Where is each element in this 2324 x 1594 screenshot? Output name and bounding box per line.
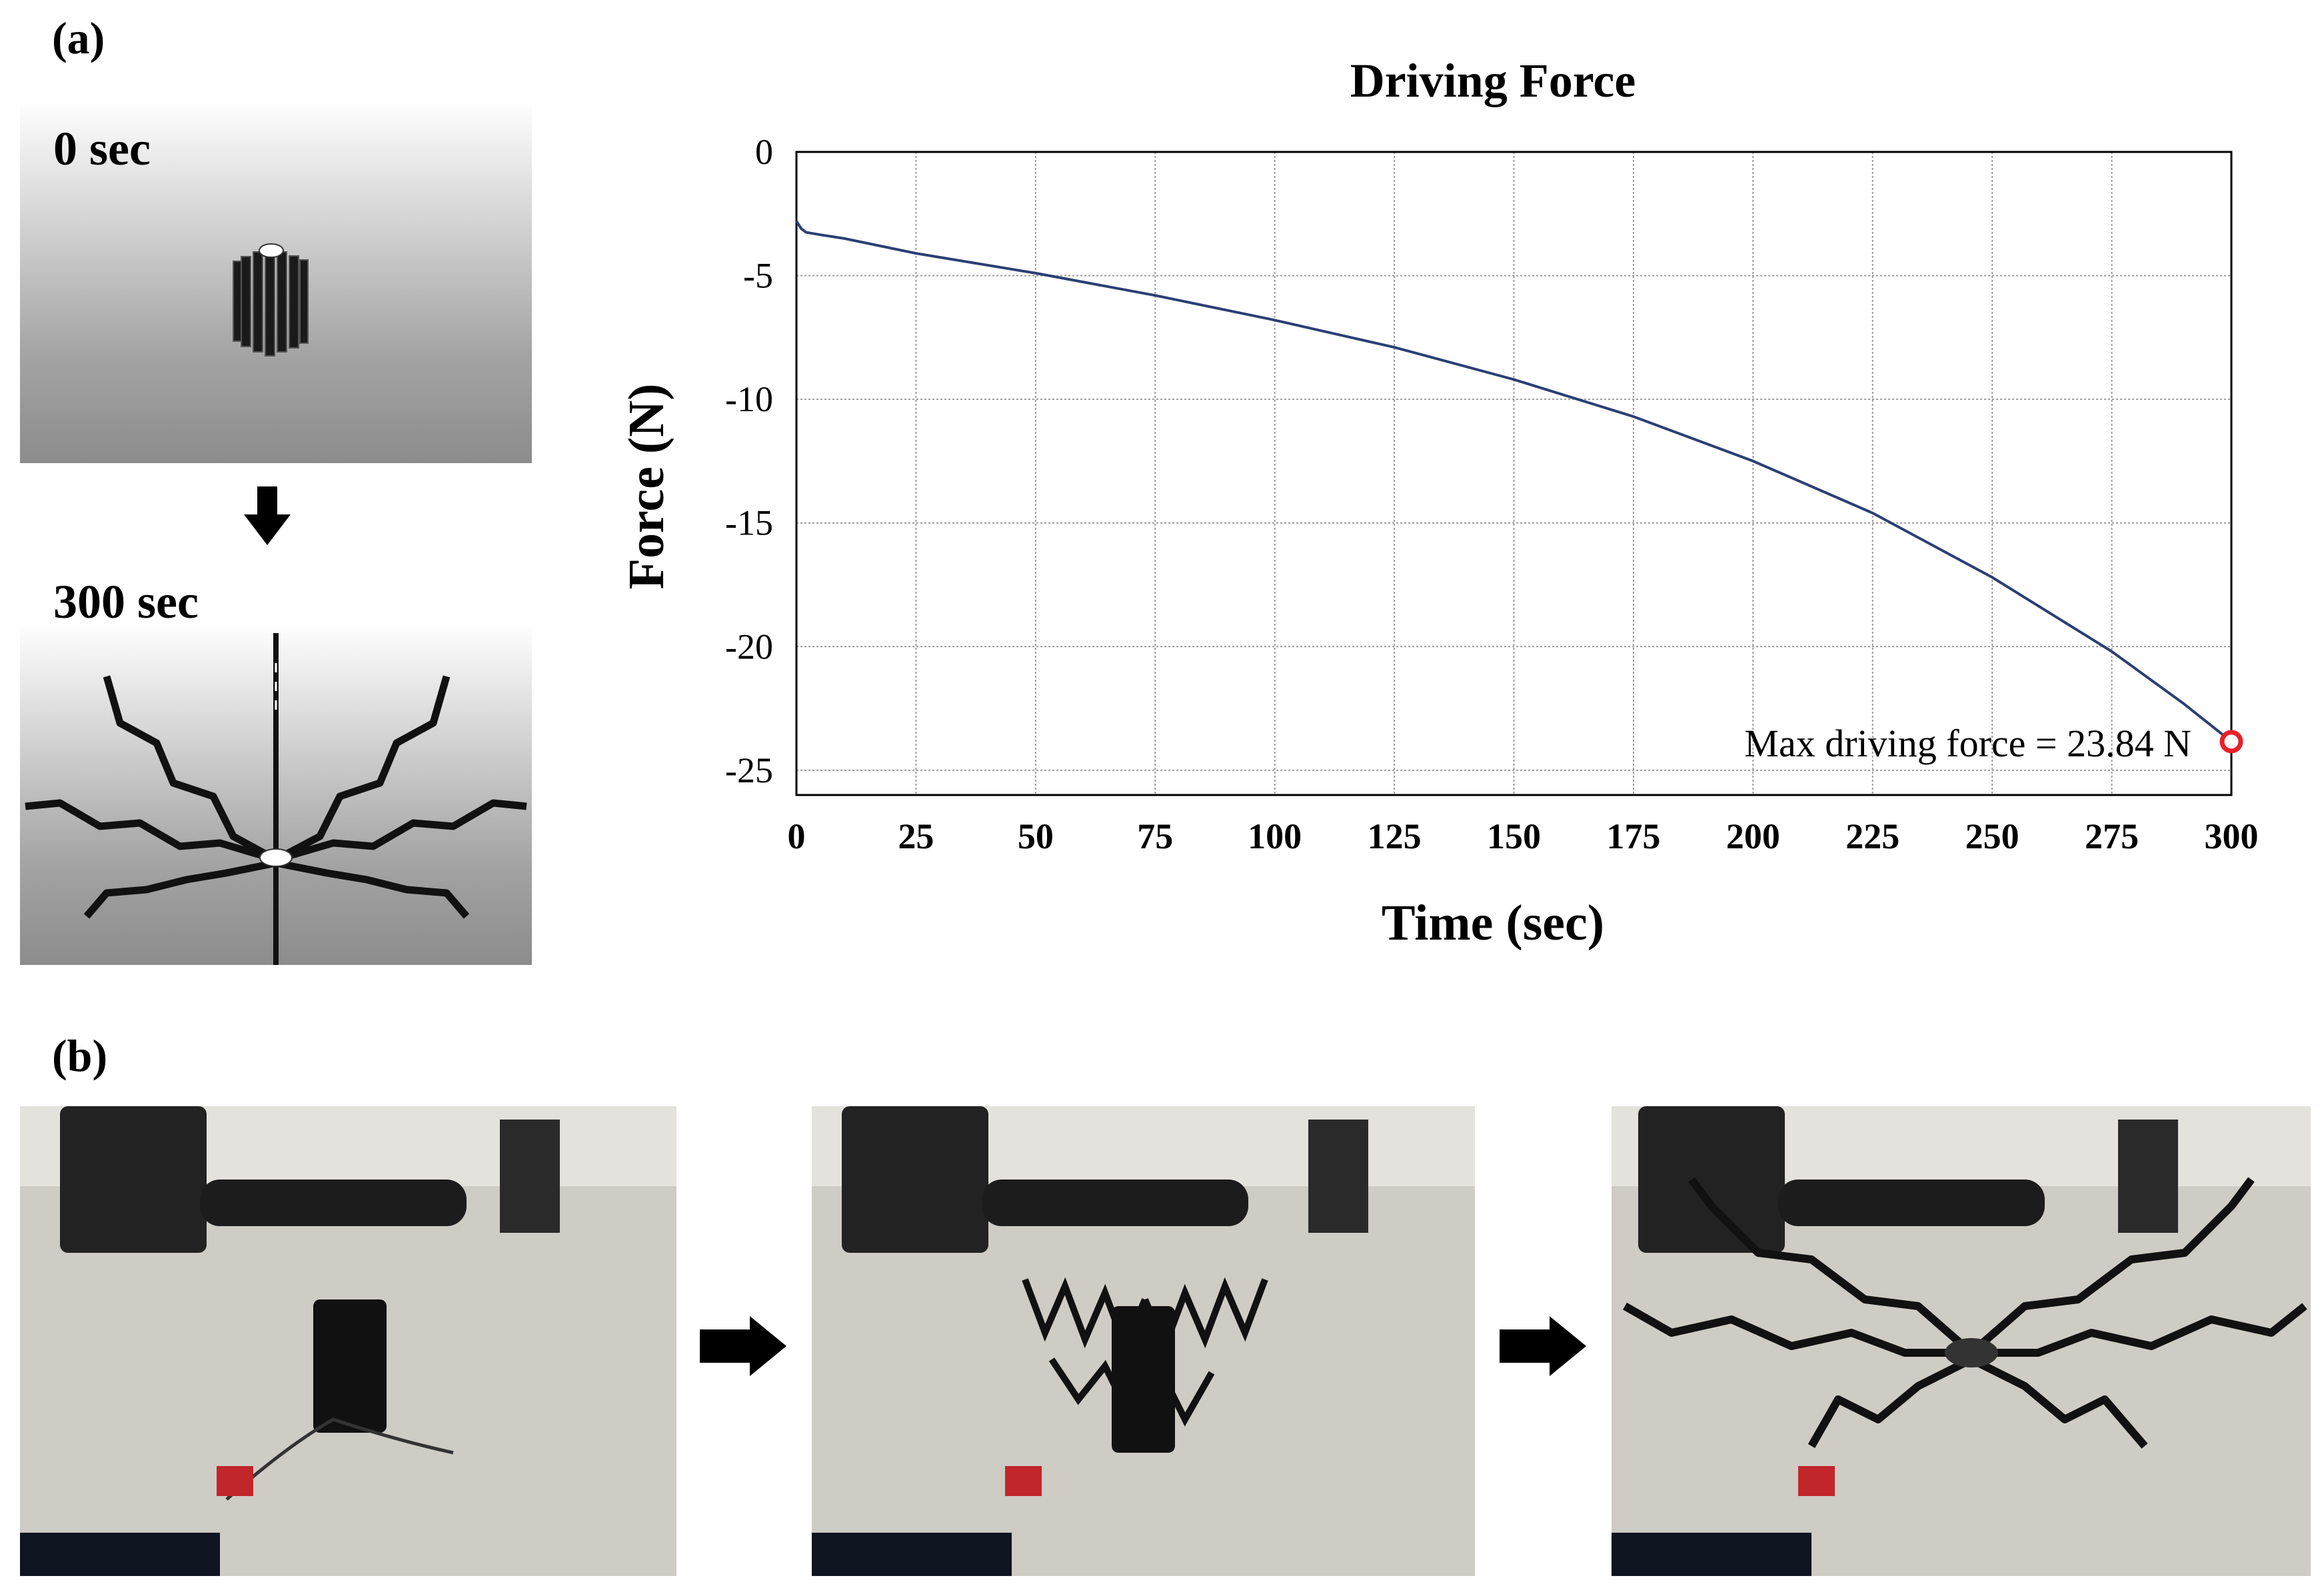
start-time-caption: 0 sec bbox=[53, 122, 151, 175]
y-tick-label: -20 bbox=[725, 626, 773, 666]
panel-a-label: (a) bbox=[52, 13, 105, 63]
y-tick-label: -25 bbox=[725, 750, 773, 790]
simulation-frame-end bbox=[20, 623, 532, 965]
y-tick-label: -15 bbox=[725, 503, 773, 543]
x-tick-label: 175 bbox=[1606, 816, 1660, 856]
down-arrow-icon bbox=[244, 486, 291, 545]
photo-folded-scene bbox=[20, 1106, 676, 1576]
y-tick-label: -10 bbox=[725, 379, 773, 419]
end-time-caption: 300 sec bbox=[53, 575, 199, 628]
x-tick-label: 275 bbox=[2085, 816, 2139, 856]
gridlines bbox=[796, 151, 2232, 795]
x-axis-title: Time (sec) bbox=[1382, 895, 1604, 951]
x-tick-label: 300 bbox=[2205, 816, 2259, 856]
tick-labels: 0 25 50 75 100 125 150 175 200 225 250 275 300 0 -5 -10… bbox=[725, 132, 2258, 856]
x-tick-label: 50 bbox=[1018, 816, 1054, 856]
y-tick-label: -5 bbox=[743, 256, 773, 296]
deployed-robot-render bbox=[25, 633, 527, 965]
photo-deployed-scene bbox=[1612, 1106, 2311, 1576]
experiment-photo-folded bbox=[20, 1106, 676, 1576]
driving-force-chart: Driving Force 0 25 50 75 100 125 150 175 200 225 2… bbox=[618, 54, 2259, 951]
panel-b-label: (b) bbox=[52, 1030, 108, 1081]
x-tick-label: 0 bbox=[788, 816, 806, 856]
photo-deploying-scene bbox=[812, 1106, 1475, 1576]
y-tick-label: 0 bbox=[755, 132, 773, 172]
experiment-photo-deployed bbox=[1612, 1106, 2311, 1576]
x-tick-label: 100 bbox=[1248, 816, 1302, 856]
simulation-frame-start bbox=[20, 100, 532, 463]
max-force-annotation: Max driving force = 23.84 N bbox=[1744, 722, 2191, 765]
driving-force-line bbox=[795, 220, 2233, 743]
chart-title: Driving Force bbox=[1350, 54, 1636, 107]
y-axis-title: Force (N) bbox=[618, 384, 674, 590]
x-tick-label: 150 bbox=[1487, 816, 1541, 856]
x-tick-label: 125 bbox=[1368, 816, 1422, 856]
x-tick-label: 200 bbox=[1726, 816, 1780, 856]
x-tick-label: 75 bbox=[1137, 816, 1173, 856]
right-arrow-icon bbox=[700, 1316, 786, 1376]
experiment-photo-deploying bbox=[812, 1106, 1475, 1576]
x-tick-label: 225 bbox=[1845, 816, 1899, 856]
x-tick-label: 25 bbox=[898, 816, 934, 856]
max-force-marker bbox=[2219, 730, 2243, 754]
folded-robot-render bbox=[233, 243, 309, 357]
x-tick-label: 250 bbox=[1965, 816, 2019, 856]
plot-area-frame bbox=[795, 151, 2233, 796]
right-arrow-icon bbox=[1500, 1316, 1586, 1376]
